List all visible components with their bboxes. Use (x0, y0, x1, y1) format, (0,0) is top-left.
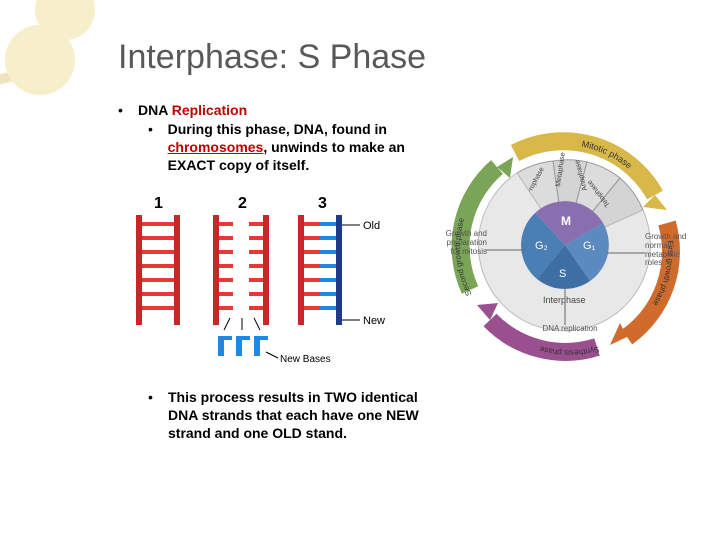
dna-label-newbases: New Bases (280, 354, 331, 365)
bullet-main: • DNA Replication (118, 102, 418, 118)
center-g1: G₁ (583, 240, 596, 252)
bullet-main-prefix: DNA (138, 102, 172, 118)
bullet-dot: • (148, 388, 168, 443)
dna-label-new: New (363, 315, 385, 327)
dna-label-old: Old (363, 220, 380, 232)
bullet-sub1-a: During this phase, DNA, found in (168, 121, 387, 137)
dna-label-2: 2 (238, 195, 247, 212)
dna-replication-diagram: 1 2 3 (118, 190, 398, 370)
bottom-bullet-block: • This process results in TWO identical … (148, 388, 423, 443)
center-pie: M G₁ S G₂ (521, 201, 609, 289)
dna-label-3: 3 (318, 195, 327, 212)
box-bottom-text: DNA replication (540, 325, 600, 334)
dna-ladder-2 (213, 215, 269, 356)
box-right-text: Growth and normal metabolic roles (645, 233, 693, 268)
bullet-dot: • (148, 120, 168, 175)
bullet-sub1-red: chromosomes (168, 139, 264, 155)
top-bullet-block: • DNA Replication • During this phase, D… (118, 102, 418, 175)
page-title: Interphase: S Phase (118, 38, 426, 77)
center-s: S (559, 268, 566, 280)
box-left-text: Growth and preparation for mitosis (437, 230, 487, 256)
center-m: M (561, 214, 571, 228)
center-g2: G₂ (535, 240, 548, 252)
bullet-sub-1: • During this phase, DNA, found in chrom… (148, 120, 418, 175)
bullet-sub-2: • This process results in TWO identical … (148, 388, 423, 443)
bullet-sub2-text: This process results in TWO identical DN… (168, 388, 423, 443)
dna-label-1: 1 (154, 195, 163, 212)
dna-ladder-1 (136, 215, 180, 325)
cell-cycle-diagram: Mitotic phase First growth phase Synthes… (435, 115, 695, 375)
center-interphase-label: Interphase (543, 295, 586, 305)
bullet-main-text: DNA Replication (138, 102, 247, 118)
bullet-sub1-text: During this phase, DNA, found in chromos… (168, 120, 418, 175)
dna-ladder-3 (298, 215, 360, 325)
bullet-main-red: Replication (172, 102, 247, 118)
bullet-dot: • (118, 102, 138, 118)
